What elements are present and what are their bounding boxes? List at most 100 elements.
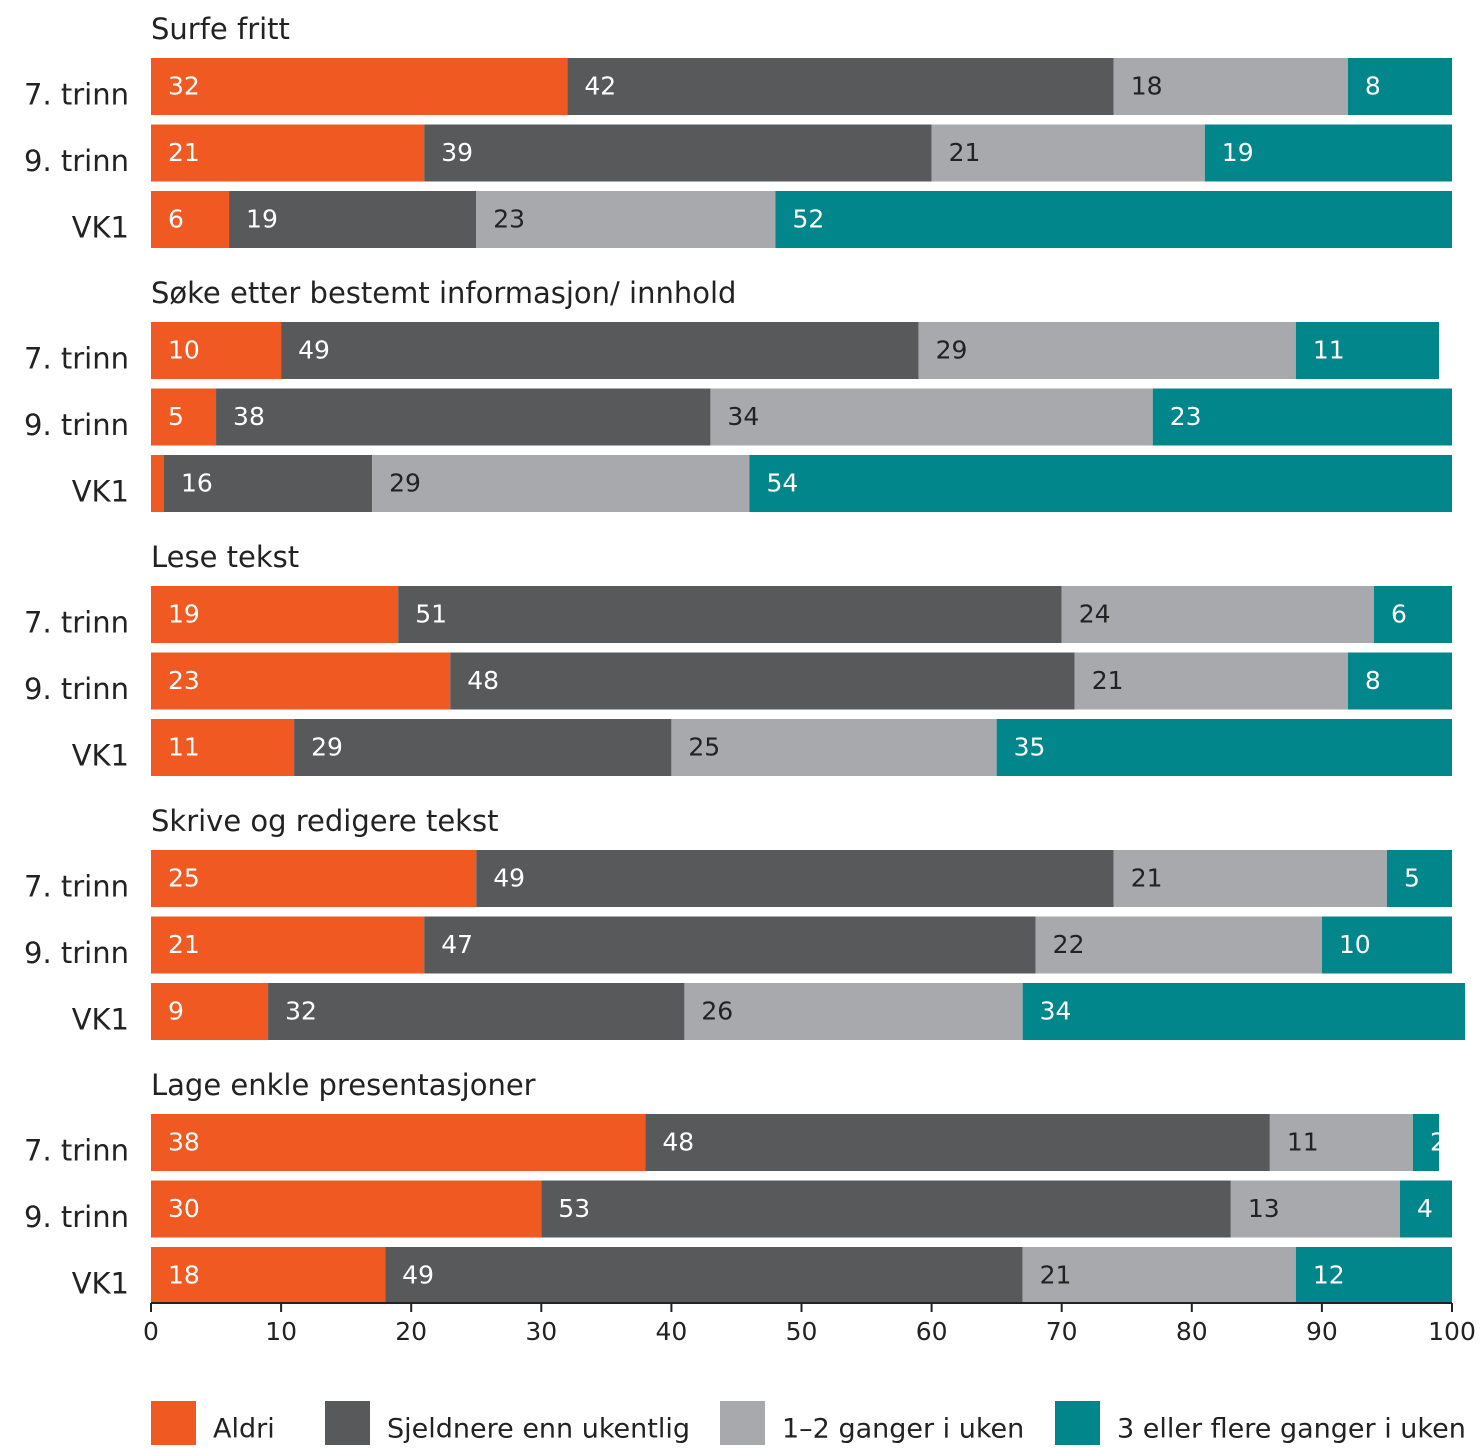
bar-segment [216, 388, 711, 446]
value-label: 49 [402, 1261, 434, 1290]
bar-segment [450, 652, 1075, 710]
value-label: 49 [298, 336, 330, 365]
bar-segment [281, 322, 919, 379]
value-label: 6 [1391, 600, 1407, 629]
x-tick-label: 0 [143, 1317, 159, 1346]
legend-label: 3 eller flere ganger i uken [1117, 1414, 1466, 1445]
bar-segment [1022, 983, 1466, 1040]
legend-swatch [1055, 1401, 1100, 1445]
value-label: 11 [168, 733, 200, 762]
value-label: 48 [467, 666, 499, 695]
bar-segment [385, 1247, 1023, 1304]
panel-title: Skrive og redigere tekst [151, 804, 498, 838]
bar-segment [424, 124, 932, 182]
bar-segment [1347, 652, 1452, 710]
bar-segment [1035, 916, 1322, 974]
bar-segment [567, 58, 1114, 115]
legend-label: Sjeldnere enn ukentlig [387, 1414, 690, 1445]
bar-segment [1386, 850, 1452, 907]
bar-segment [1113, 58, 1348, 115]
bar-segment [1347, 58, 1452, 115]
bar-segment [151, 322, 282, 379]
value-label: 38 [168, 1128, 200, 1157]
bar-segment [1321, 916, 1452, 974]
value-label: 24 [1079, 600, 1111, 629]
value-label: 18 [1131, 72, 1163, 101]
bar-segment [710, 388, 1153, 446]
category-label: 7. trinn [24, 78, 129, 112]
value-label: 52 [792, 205, 824, 234]
bar-segment [476, 850, 1114, 907]
category-label: VK1 [72, 1003, 129, 1037]
bar-segment [918, 322, 1296, 379]
value-label: 21 [1092, 666, 1124, 695]
x-tick-label: 80 [1176, 1317, 1208, 1346]
value-label: 25 [688, 733, 720, 762]
bar-segment [372, 455, 750, 512]
category-label: 7. trinn [24, 870, 129, 904]
value-label: 16 [181, 469, 213, 498]
value-label: 42 [584, 72, 616, 101]
category-label: VK1 [72, 211, 129, 245]
bar-segment [229, 191, 477, 248]
bar-segment [151, 455, 165, 512]
bar-segment [996, 719, 1452, 776]
bar-segment [775, 191, 1452, 248]
value-label: 38 [233, 402, 265, 431]
value-label: 48 [662, 1128, 694, 1157]
value-label: 18 [168, 1261, 200, 1290]
value-label: 51 [415, 600, 447, 629]
value-label: 23 [1170, 402, 1202, 431]
value-label: 35 [1014, 733, 1046, 762]
value-label: 19 [246, 205, 278, 234]
category-label: 9. trinn [24, 1200, 129, 1234]
value-label: 39 [441, 138, 473, 167]
legend-swatch [325, 1401, 370, 1445]
legend-swatch [720, 1401, 765, 1445]
bar-segment [541, 1180, 1231, 1238]
x-tick-label: 70 [1046, 1317, 1078, 1346]
bar-segment [151, 58, 568, 115]
bar-segment [671, 719, 997, 776]
value-label: 8 [1365, 666, 1381, 695]
value-label: 4 [1417, 1194, 1433, 1223]
x-tick-label: 20 [395, 1317, 427, 1346]
x-tick-label: 30 [525, 1317, 557, 1346]
value-label: 19 [168, 600, 200, 629]
value-label: 2 [1430, 1128, 1446, 1157]
bar-segment [151, 1247, 386, 1304]
value-label: 11 [1287, 1128, 1319, 1157]
x-tick-label: 60 [916, 1317, 948, 1346]
value-label: 21 [168, 930, 200, 959]
panel-title: Lese tekst [151, 540, 299, 574]
value-label: 29 [311, 733, 343, 762]
category-label: 7. trinn [24, 342, 129, 376]
bar-segment [1061, 586, 1374, 643]
value-label: 34 [727, 402, 759, 431]
value-label: 5 [1404, 864, 1420, 893]
x-tick-label: 50 [786, 1317, 818, 1346]
bar-segment [151, 983, 269, 1040]
bar-segment [1399, 1180, 1452, 1238]
value-label: 11 [1313, 336, 1345, 365]
panel-title: Søke etter bestemt informasjon/ innhold [151, 276, 736, 310]
value-label: 10 [168, 336, 200, 365]
bar-segment [645, 1114, 1270, 1171]
value-label: 32 [168, 72, 200, 101]
legend-label: 1–2 ganger i uken [782, 1414, 1024, 1445]
panel-title: Lage enkle presentasjoner [151, 1068, 536, 1102]
value-label: 21 [949, 138, 981, 167]
bar-segment [684, 983, 1023, 1040]
x-tick-label: 90 [1306, 1317, 1338, 1346]
value-label: 53 [558, 1194, 590, 1223]
value-label: 5 [168, 402, 184, 431]
bar-segment [1230, 1180, 1400, 1238]
bar-segment [1295, 322, 1439, 379]
bar-segment [1113, 850, 1387, 907]
value-label: 23 [168, 666, 200, 695]
value-label: 6 [168, 205, 184, 234]
bar-segment [151, 652, 451, 710]
category-label: VK1 [72, 1267, 129, 1301]
category-label: 9. trinn [24, 408, 129, 442]
